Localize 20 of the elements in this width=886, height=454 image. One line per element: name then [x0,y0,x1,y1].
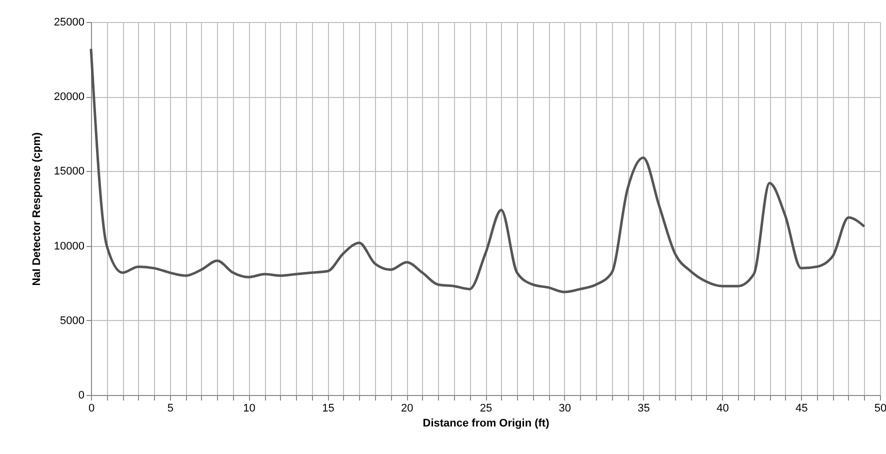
x-tick-label: 25 [480,402,492,414]
y-tick-label: 5000 [60,314,84,327]
x-tick-label: 30 [558,402,572,414]
y-tick-label: 0 [78,390,84,402]
y-tick-label: 20000 [54,91,84,104]
x-tick-label: 5 [167,402,174,414]
y-tick-label: 10000 [54,240,84,252]
x-tick-label: 10 [243,402,256,414]
y-axis-title: NaI Detector Response (cpm) [30,132,43,286]
x-tick-label: 0 [88,402,95,414]
x-tick-label: 35 [638,402,650,414]
x-tick-label: 50 [874,402,886,414]
line-series [90,48,866,294]
y-tick-label: 15000 [54,166,84,178]
x-axis-title: Distance from Origin (ft) [422,418,550,430]
x-tick-label: 15 [322,402,334,414]
x-tick-label: 45 [795,402,808,414]
y-tick-label: 25000 [54,16,84,28]
x-tick-label: 20 [400,402,414,414]
x-tick-label: 40 [716,402,729,414]
